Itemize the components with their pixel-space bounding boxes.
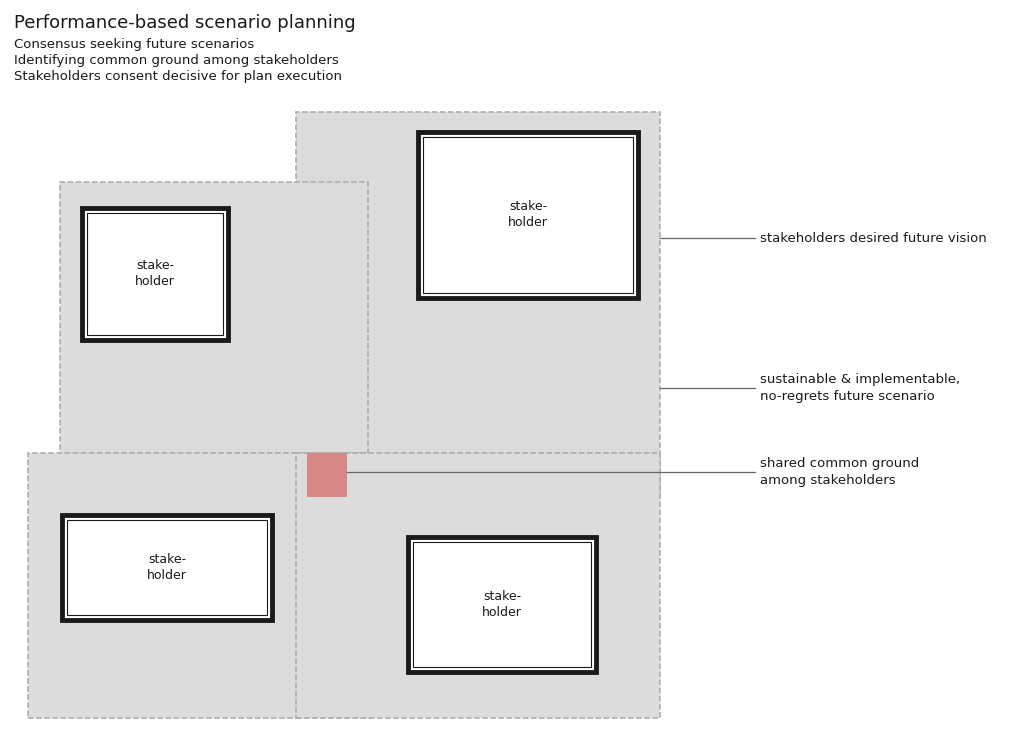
Bar	[87, 213, 223, 335]
Text: Performance-based scenario planning: Performance-based scenario planning	[14, 14, 356, 32]
Text: Stakeholders consent decisive for plan execution: Stakeholders consent decisive for plan e…	[14, 70, 342, 83]
Bar	[82, 208, 228, 340]
Text: stake-
holder: stake- holder	[147, 553, 187, 582]
Text: Consensus seeking future scenarios: Consensus seeking future scenarios	[14, 38, 255, 51]
Bar	[60, 182, 368, 478]
Bar	[82, 208, 228, 340]
Text: stakeholders desired future vision: stakeholders desired future vision	[760, 232, 987, 244]
Bar	[413, 542, 591, 667]
Text: sustainable & implementable,
no-regrets future scenario: sustainable & implementable, no-regrets …	[760, 373, 960, 403]
Bar	[62, 515, 272, 620]
Text: Identifying common ground among stakeholders: Identifying common ground among stakehol…	[14, 54, 339, 67]
Bar	[418, 132, 638, 298]
Text: stake-
holder: stake- holder	[483, 590, 522, 619]
Bar	[408, 537, 596, 672]
Text: shared common ground
among stakeholders: shared common ground among stakeholders	[760, 457, 920, 487]
Text: stake-
holder: stake- holder	[508, 200, 547, 230]
Text: stake-
holder: stake- holder	[135, 260, 175, 289]
Bar	[28, 453, 370, 718]
Bar	[408, 537, 596, 672]
Bar	[423, 137, 633, 293]
Bar	[67, 520, 267, 615]
Bar	[307, 453, 347, 497]
Bar	[62, 515, 272, 620]
Bar	[296, 453, 660, 718]
Bar	[296, 112, 660, 497]
Bar	[418, 132, 638, 298]
